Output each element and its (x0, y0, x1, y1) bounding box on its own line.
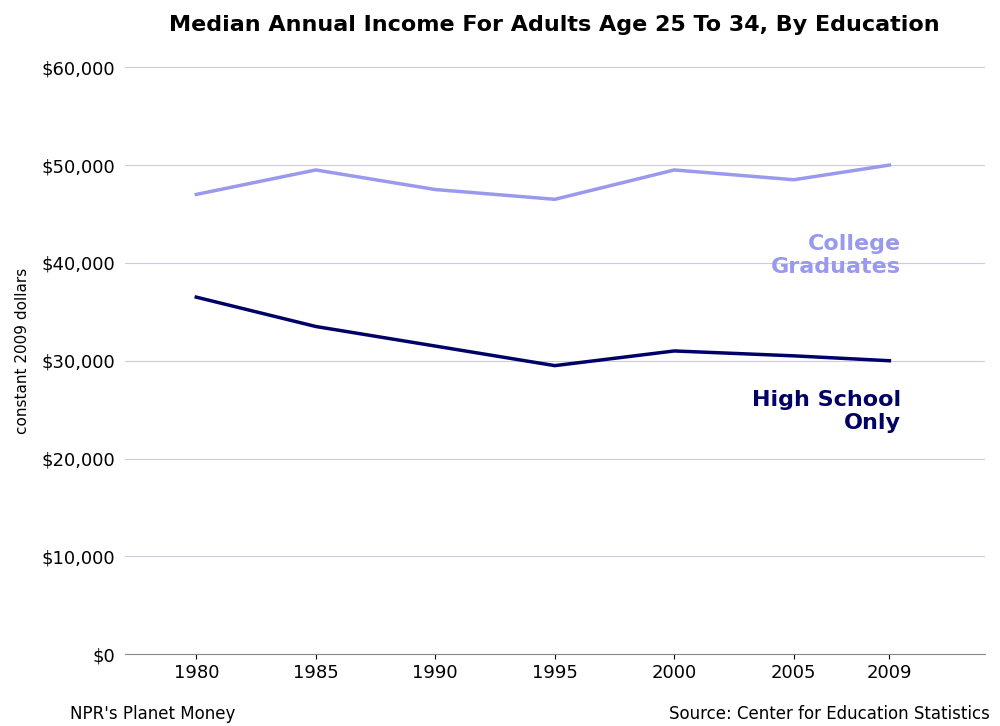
Text: NPR's Planet Money: NPR's Planet Money (70, 705, 235, 723)
Y-axis label: constant 2009 dollars: constant 2009 dollars (15, 268, 30, 434)
Text: High School
Only: High School Only (752, 390, 901, 433)
Text: Source: Center for Education Statistics: Source: Center for Education Statistics (669, 705, 990, 723)
Title: Median Annual Income For Adults Age 25 To 34, By Education: Median Annual Income For Adults Age 25 T… (169, 15, 940, 35)
Text: College
Graduates: College Graduates (771, 234, 901, 277)
